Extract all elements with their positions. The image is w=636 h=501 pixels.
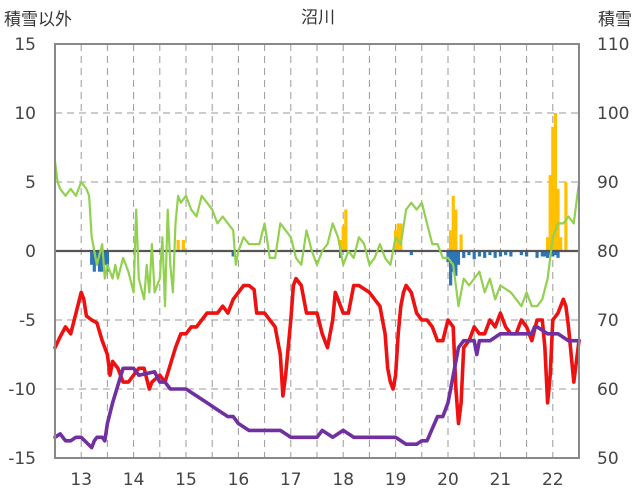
blue-bar	[488, 251, 492, 256]
x-tick-label: 22	[542, 470, 564, 490]
blue-bar	[97, 251, 102, 272]
y-axis-left-label: 積雪以外	[4, 10, 72, 30]
blue-bar	[446, 251, 450, 263]
orange-bar	[449, 230, 453, 251]
y-left-tick-label: 5	[25, 173, 36, 193]
y-right-tick-label: 100	[597, 104, 629, 124]
blue-bar	[462, 251, 466, 258]
orange-bar	[181, 239, 185, 251]
blue-bar	[553, 251, 558, 256]
y-axis-right-label: 積雪	[598, 10, 632, 30]
blue-bar	[103, 251, 107, 265]
blue-bar	[525, 251, 529, 257]
blue-bar	[105, 251, 109, 272]
y-left-tick-label: -5	[19, 311, 36, 331]
y-right-tick-label: 80	[597, 242, 619, 262]
plot-border	[54, 43, 580, 459]
orange-bar	[459, 234, 463, 251]
red-series-line	[53, 276, 581, 426]
orange-bar	[176, 239, 180, 251]
y-left-tick-label: 10	[14, 104, 36, 124]
orange-bar	[564, 182, 568, 251]
blue-bar	[472, 251, 476, 260]
blue-bar	[556, 251, 560, 258]
blue-bar	[519, 251, 523, 256]
blue-bar	[451, 251, 455, 272]
blue-bar	[498, 251, 502, 257]
purple-series-line	[53, 325, 581, 450]
blue-bar	[543, 251, 547, 257]
y-right-tick-label: 70	[597, 311, 619, 331]
x-tick-label: 19	[385, 470, 407, 490]
blue-bar	[535, 251, 539, 258]
orange-bar	[545, 237, 550, 251]
y-left-tick-label: -10	[8, 380, 36, 400]
x-tick-label: 20	[437, 470, 459, 490]
x-tick-label: 14	[123, 470, 145, 490]
blue-bar	[483, 251, 487, 258]
blue-bar	[100, 251, 104, 272]
blue-bar	[504, 251, 508, 256]
blue-bar	[493, 251, 497, 258]
orange-bar	[551, 126, 555, 251]
orange-bar	[341, 226, 345, 251]
y-right-tick-label: 90	[597, 173, 619, 193]
blue-bar	[90, 251, 94, 265]
blue-bar	[477, 251, 482, 257]
blue-bar	[449, 251, 453, 286]
orange-bar	[454, 209, 458, 251]
y-right-tick-label: 50	[597, 449, 619, 469]
y-right-tick-label: 110	[597, 35, 629, 55]
y-left-tick-label: 0	[25, 242, 36, 262]
x-tick-label: 15	[175, 470, 197, 490]
blue-bar	[551, 251, 555, 257]
x-tick-label: 16	[228, 470, 250, 490]
y-left-tick-label: 15	[14, 35, 36, 55]
y-right-tick-label: 60	[597, 380, 619, 400]
blue-bar	[92, 251, 96, 272]
blue-bar	[467, 251, 471, 256]
blue-bar	[231, 251, 235, 257]
green-series-line	[53, 160, 581, 308]
orange-bar	[559, 237, 563, 251]
blue-bar	[95, 251, 99, 265]
y-left-tick-label: -15	[8, 449, 36, 469]
chart-title: 沼川	[301, 8, 335, 28]
orange-bar	[553, 113, 558, 251]
orange-bar	[396, 223, 400, 251]
x-tick-label: 21	[490, 470, 512, 490]
orange-bar	[344, 209, 348, 251]
x-tick-label: 17	[280, 470, 302, 490]
blue-bar	[545, 251, 550, 258]
blue-bar	[540, 251, 544, 257]
blue-bar	[409, 251, 413, 256]
orange-bar	[548, 175, 552, 251]
blue-bar	[454, 251, 458, 276]
x-tick-label: 13	[70, 470, 92, 490]
blue-bar	[509, 251, 513, 257]
blue-bar	[456, 251, 461, 265]
orange-bar	[451, 195, 455, 251]
orange-bar	[556, 188, 560, 251]
x-tick-label: 18	[332, 470, 354, 490]
line-layer	[53, 160, 581, 450]
